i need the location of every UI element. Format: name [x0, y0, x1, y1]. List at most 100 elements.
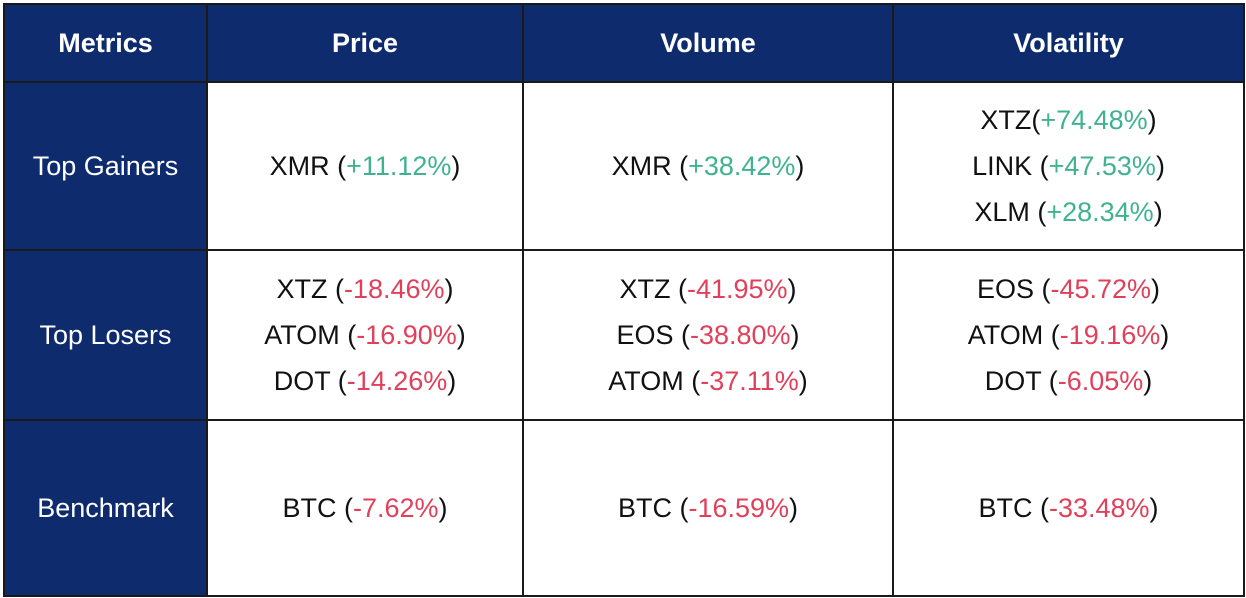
cell-top-gainers-price: XMR (+11.12%)	[206, 81, 524, 251]
coin-change-entry: ATOM (-16.90%)	[208, 312, 522, 358]
close-paren: )	[456, 320, 466, 350]
open-paren: (	[1031, 105, 1041, 135]
close-paren: )	[1160, 320, 1170, 350]
percent-change: +11.12%	[346, 151, 452, 181]
percent-change: -41.95%	[686, 274, 788, 304]
coin-symbol: XTZ	[980, 105, 1032, 135]
open-paren: (	[670, 274, 687, 304]
close-paren: )	[1149, 493, 1159, 523]
coin-symbol: BTC	[978, 493, 1033, 523]
close-paren: )	[438, 493, 448, 523]
coin-change-entry: XTZ (-18.46%)	[208, 266, 522, 312]
open-paren: (	[327, 274, 344, 304]
coin-symbol: ATOM	[608, 366, 684, 396]
open-paren: (	[336, 493, 353, 523]
coin-change-entry: EOS (-45.72%)	[894, 266, 1243, 312]
coin-symbol: DOT	[273, 366, 331, 396]
open-paren: (	[671, 493, 689, 523]
percent-change: -37.11%	[700, 366, 799, 396]
percent-change: +28.34%	[1046, 197, 1154, 227]
open-paren: (	[339, 320, 357, 350]
coin-symbol: XLM	[974, 197, 1030, 227]
percent-change: -33.48%	[1048, 493, 1150, 523]
close-paren: )	[787, 274, 797, 304]
close-paren: )	[447, 366, 457, 396]
open-paren: (	[673, 320, 690, 350]
close-paren: )	[1151, 274, 1161, 304]
cell-benchmark-volatility: BTC (-33.48%)	[892, 419, 1245, 597]
header-metrics: Metrics	[3, 3, 208, 83]
percent-change: -38.80%	[689, 320, 791, 350]
coin-change-entry: DOT (-6.05%)	[894, 358, 1243, 404]
coin-change-entry: BTC (-7.62%)	[208, 485, 522, 531]
coin-change-entry: ATOM (-37.11%)	[524, 358, 892, 404]
coin-symbol: XTZ	[276, 274, 328, 304]
open-paren: (	[330, 366, 347, 396]
percent-change: -45.72%	[1050, 274, 1152, 304]
percent-change: -18.46%	[343, 274, 445, 304]
close-paren: )	[795, 151, 805, 181]
percent-change: -14.26%	[346, 366, 448, 396]
coin-symbol: DOT	[984, 366, 1042, 396]
table-row: Top Gainers XMR (+11.12%) XMR (+38.42%) …	[3, 81, 1245, 251]
coin-change-entry: DOT (-14.26%)	[208, 358, 522, 404]
close-paren: )	[798, 366, 808, 396]
cell-top-losers-price: XTZ (-18.46%) ATOM (-16.90%) DOT (-14.26%)	[206, 249, 524, 421]
row-label-benchmark: Benchmark	[3, 419, 208, 597]
coin-symbol: XMR	[269, 151, 330, 181]
header-volume: Volume	[522, 3, 894, 83]
coin-symbol: BTC	[282, 493, 337, 523]
cell-benchmark-volume: BTC (-16.59%)	[522, 419, 894, 597]
cell-benchmark-price: BTC (-7.62%)	[206, 419, 524, 597]
coin-symbol: XMR	[611, 151, 672, 181]
coin-change-entry: ATOM (-19.16%)	[894, 312, 1243, 358]
metrics-table: Metrics Price Volume Volatility Top Gain…	[3, 3, 1245, 597]
coin-change-entry: XMR (+11.12%)	[208, 143, 522, 189]
coin-symbol: XTZ	[619, 274, 671, 304]
open-paren: (	[1033, 274, 1051, 304]
table-row: Benchmark BTC (-7.62%) BTC (-16.59%) BTC…	[3, 419, 1245, 597]
coin-change-entry: XMR (+38.42%)	[524, 143, 892, 189]
percent-change: -7.62%	[352, 493, 439, 523]
open-paren: (	[683, 366, 701, 396]
close-paren: )	[1155, 151, 1165, 181]
close-paren: )	[451, 151, 461, 181]
open-paren: (	[1029, 197, 1047, 227]
row-label-top-gainers: Top Gainers	[3, 81, 208, 251]
close-paren: )	[790, 320, 800, 350]
percent-change: -16.59%	[688, 493, 790, 523]
coin-change-entry: BTC (-16.59%)	[524, 485, 892, 531]
cell-top-losers-volatility: EOS (-45.72%) ATOM (-19.16%) DOT (-6.05%)	[892, 249, 1245, 421]
coin-change-entry: EOS (-38.80%)	[524, 312, 892, 358]
coin-change-entry: XTZ(+74.48%)	[894, 97, 1243, 143]
percent-change: +74.48%	[1040, 105, 1148, 135]
open-paren: (	[1041, 366, 1058, 396]
open-paren: (	[1032, 151, 1049, 181]
open-paren: (	[1043, 320, 1060, 350]
coin-symbol: EOS	[616, 320, 674, 350]
percent-change: -19.16%	[1059, 320, 1161, 350]
open-paren: (	[329, 151, 347, 181]
close-paren: )	[789, 493, 799, 523]
percent-change: +47.53%	[1048, 151, 1156, 181]
cell-top-gainers-volume: XMR (+38.42%)	[522, 81, 894, 251]
coin-change-entry: XTZ (-41.95%)	[524, 266, 892, 312]
cell-top-losers-volume: XTZ (-41.95%) EOS (-38.80%) ATOM (-37.11%)	[522, 249, 894, 421]
open-paren: (	[671, 151, 689, 181]
close-paren: )	[1153, 197, 1163, 227]
header-price: Price	[206, 3, 524, 83]
close-paren: )	[1147, 105, 1157, 135]
percent-change: -6.05%	[1057, 366, 1144, 396]
close-paren: )	[1143, 366, 1153, 396]
row-label-top-losers: Top Losers	[3, 249, 208, 421]
table-row: Top Losers XTZ (-18.46%) ATOM (-16.90%) DO…	[3, 249, 1245, 421]
coin-symbol: ATOM	[967, 320, 1044, 350]
coin-symbol: LINK	[972, 151, 1033, 181]
coin-symbol: EOS	[976, 274, 1034, 304]
header-volatility: Volatility	[892, 3, 1245, 83]
close-paren: )	[444, 274, 454, 304]
open-paren: (	[1032, 493, 1049, 523]
metrics-table-container: Metrics Price Volume Volatility Top Gain…	[3, 3, 1245, 597]
coin-change-entry: BTC (-33.48%)	[894, 485, 1243, 531]
coin-change-entry: LINK (+47.53%)	[894, 143, 1243, 189]
